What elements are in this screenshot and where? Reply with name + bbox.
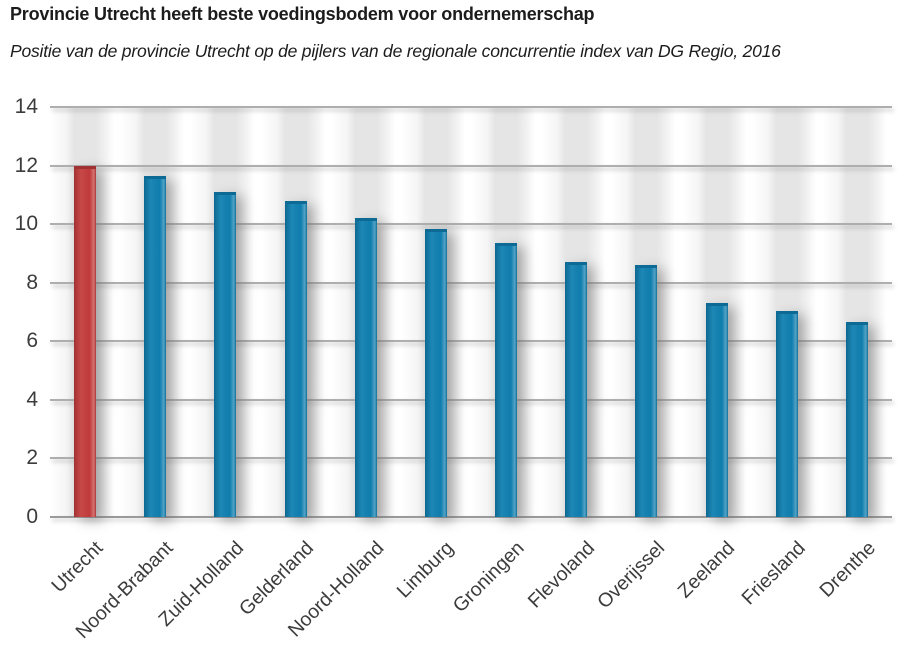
bar-cap-groningen [495,243,518,247]
gridline-10 [50,223,892,226]
bars-layer [50,107,892,517]
bar-sheen-gelderland [284,200,307,517]
bar-cap-noord-holland [354,218,377,222]
bar-cap-flevoland [565,262,588,266]
bar-groningen [495,243,518,517]
bar-zeeland [705,303,728,517]
y-axis-tick-label-14: 14 [14,95,38,118]
bar-cap-friesland [775,310,798,314]
bar-cap-noord-brabant [144,175,167,179]
y-axis-tick-label-6: 6 [26,329,38,353]
bar-sheen-zuid-holland [214,191,237,517]
y-axis-tick-label-10: 10 [14,212,38,236]
y-axis-tick-label-8: 8 [26,270,38,294]
chart-subtitle: Positie van de provincie Utrecht op de p… [10,41,781,61]
bar-sheen-flevoland [565,262,588,517]
bar-cap-gelderland [284,200,307,204]
bar-sheen-drenthe [845,322,868,517]
bar-sheen-overijssel [635,265,658,517]
bar-sheen-groningen [495,243,518,517]
plot-area [50,106,892,518]
bar-noord-holland [354,218,377,517]
gridline-6 [50,340,892,343]
y-axis-tick-label-4: 4 [26,387,38,411]
x-axis-line [50,516,892,518]
bar-cap-drenthe [845,322,868,326]
grid-layer [50,106,892,518]
x-axis-label-groningen: Groningen [448,537,529,617]
y-axis-tick-label-12: 12 [14,153,38,177]
bar-cap-zuid-holland [214,191,237,195]
chart-title: Provincie Utrecht heeft beste voedingsbo… [10,4,595,24]
bar-sheen-friesland [775,310,798,517]
x-axis-label-overijssel: Overijssel [592,537,669,614]
x-axis-label-zeeland: Zeeland [673,537,740,603]
bar-cap-utrecht [74,165,97,169]
gridline-14 [50,106,892,108]
bar-cap-overijssel [635,265,658,269]
bar-sheen-noord-holland [354,218,377,517]
gridline-12 [50,164,892,167]
gridline-8 [50,281,892,284]
gridline-4 [50,398,892,401]
x-axis-label-friesland: Friesland [737,537,810,610]
bar-drenthe [845,322,868,517]
y-axis-tick-label-0: 0 [26,505,38,528]
bar-cap-zeeland [705,303,728,307]
y-axis-tick-label-2: 2 [26,446,38,470]
x-axis-label-limburg: Limburg [393,537,459,603]
gridline-2 [50,457,892,460]
bar-sheen-limburg [424,228,447,517]
bar-friesland [775,310,798,517]
bar-sheen-noord-brabant [144,175,167,517]
bar-flevoland [565,262,588,517]
bar-noord-brabant [144,175,167,517]
x-axis-label-flevoland: Flevoland [523,537,599,613]
bar-utrecht [74,165,97,517]
bar-gelderland [284,200,307,517]
bar-sheen-utrecht [74,165,97,517]
x-axis-label-drenthe: Drenthe [814,537,880,602]
bar-sheen-zeeland [705,303,728,517]
x-axis-label-utrecht: Utrecht [47,537,108,598]
bar-limburg [424,228,447,517]
bar-overijssel [635,265,658,517]
bar-cap-limburg [424,228,447,232]
bar-zuid-holland [214,191,237,517]
